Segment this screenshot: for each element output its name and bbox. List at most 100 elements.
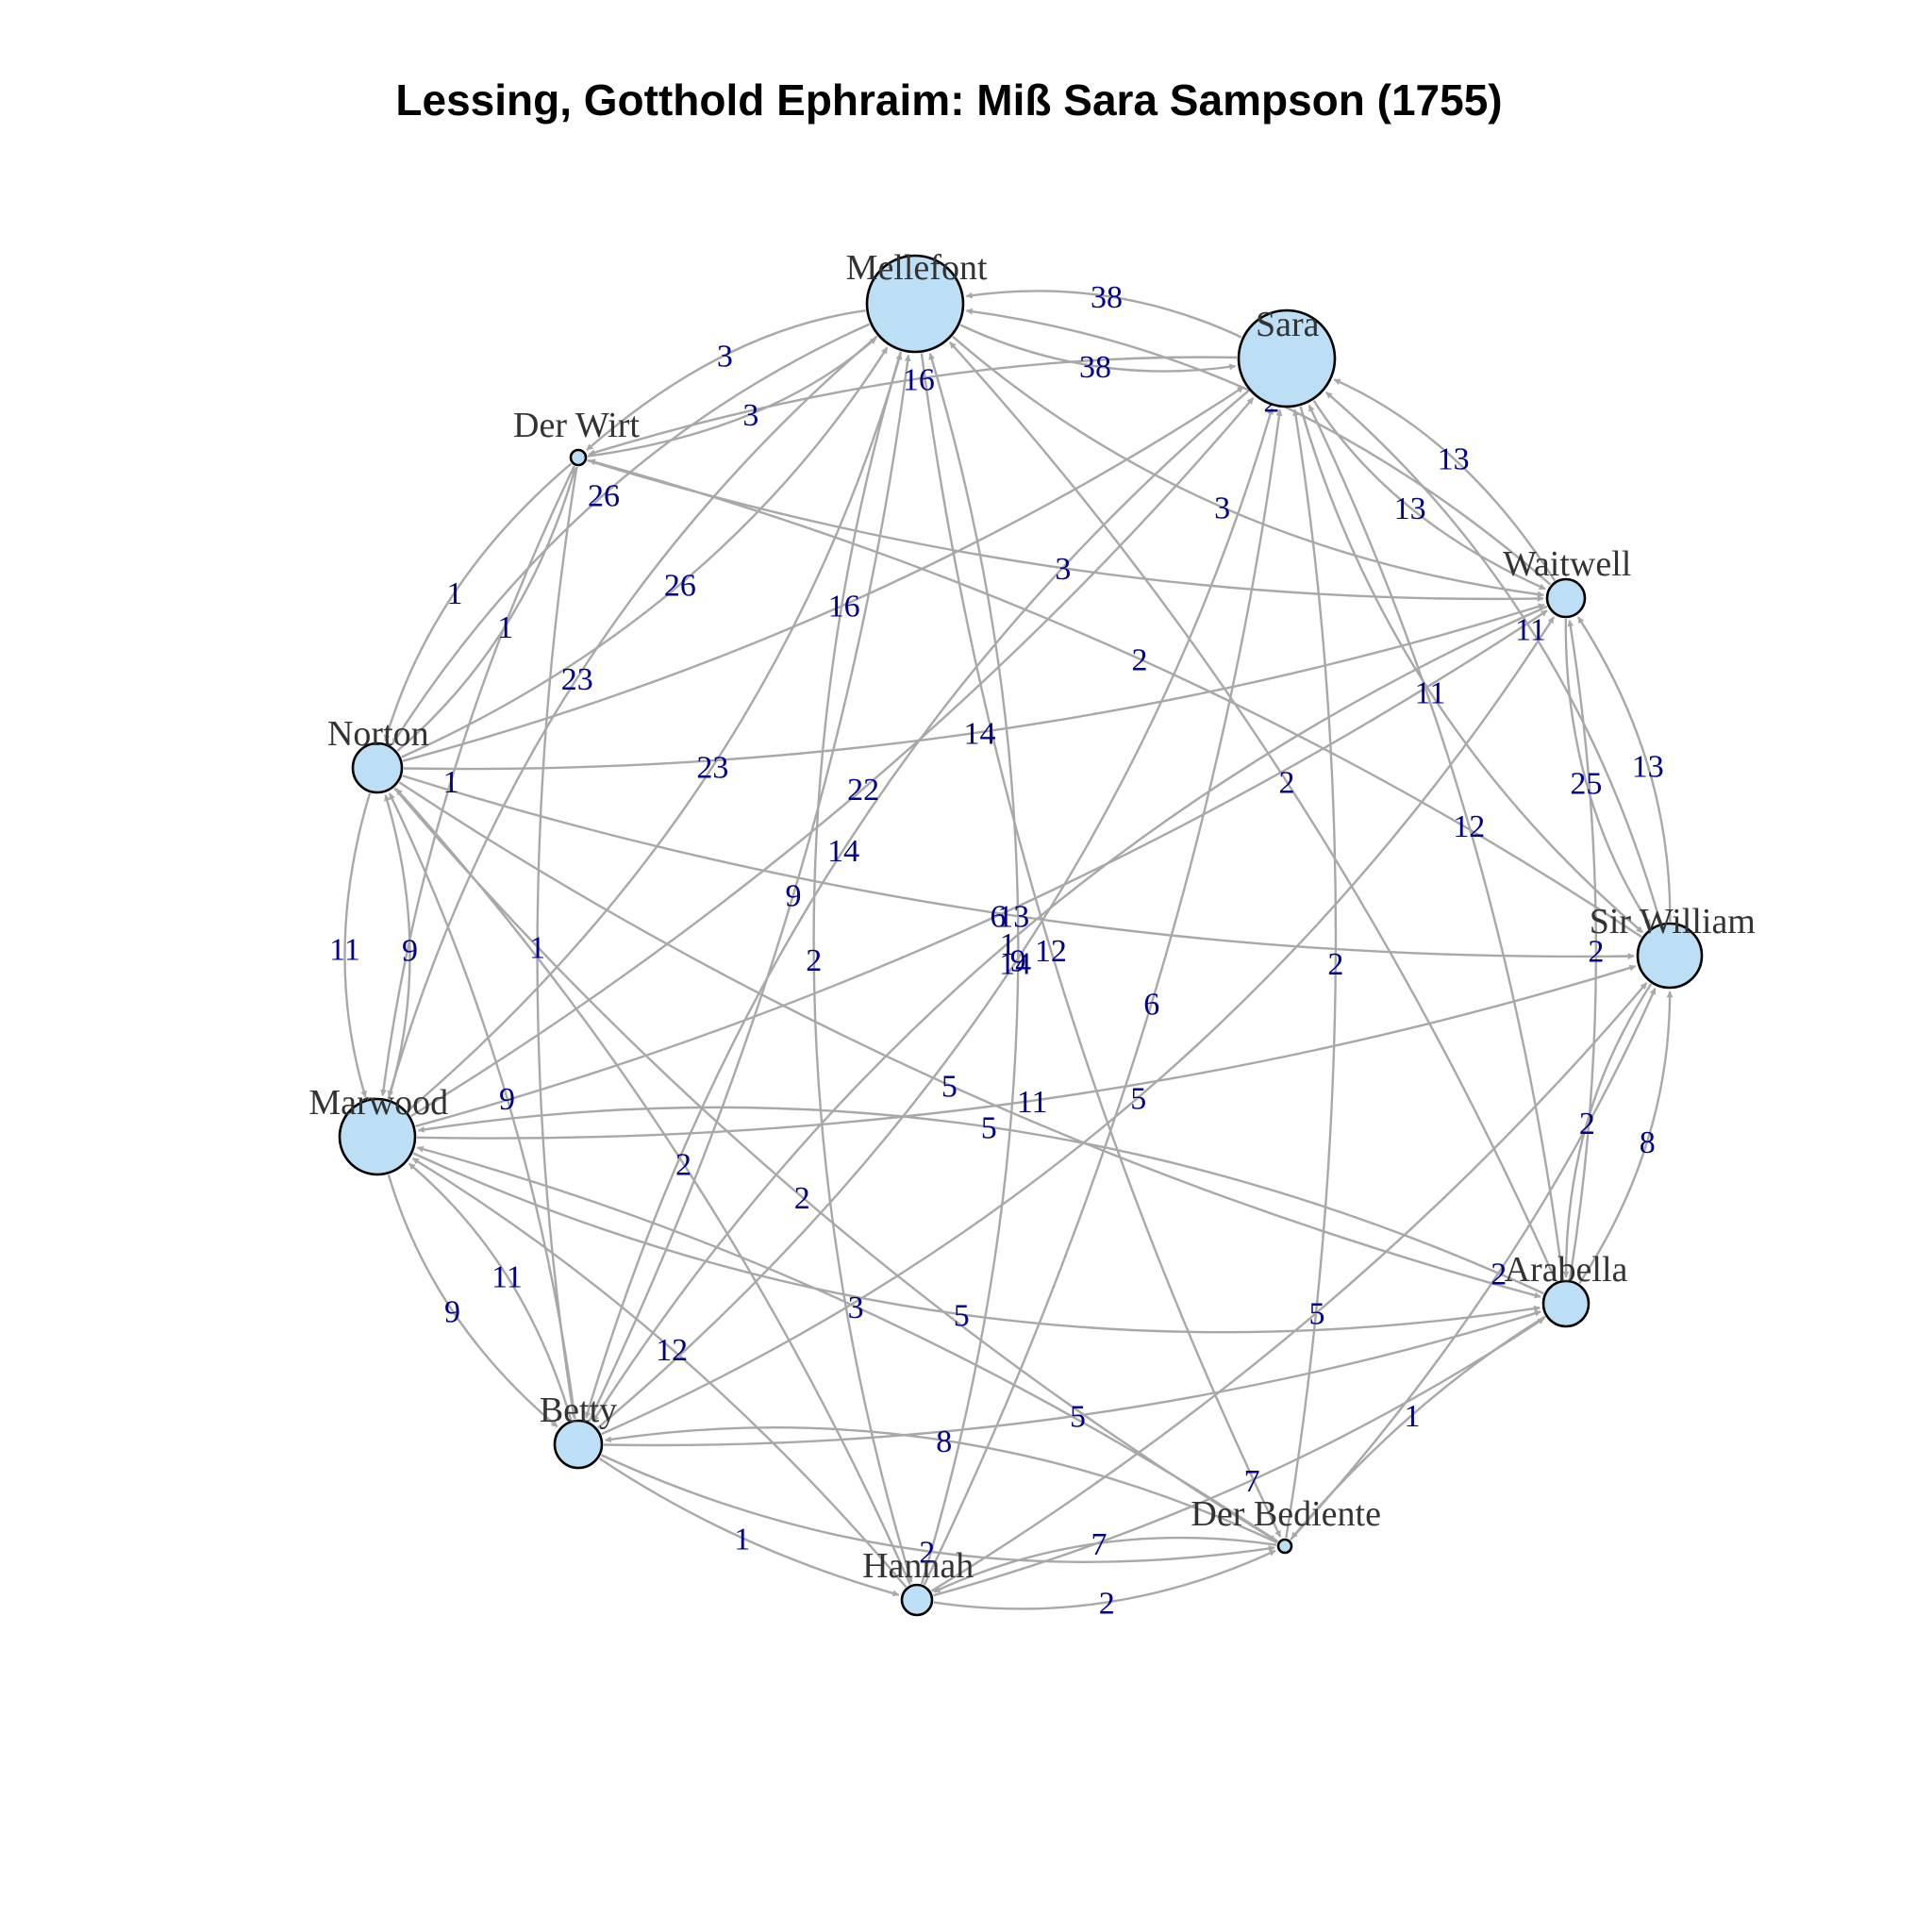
node-der-bediente	[1276, 1538, 1293, 1555]
edge-marwood-to-mellefont	[407, 353, 903, 1112]
node-der-wirt	[569, 448, 588, 467]
edge-weight-label: 14	[999, 947, 1031, 982]
edge-weight-label: 1	[447, 576, 463, 611]
edge-betty-to-waitwell	[601, 616, 1556, 1436]
edge-weight-label: 1	[497, 610, 513, 645]
edge-mellefont-to-waitwell	[952, 335, 1544, 598]
edge-labels-layer: 3838332626232332131316141416111125131191…	[329, 280, 1664, 1622]
node-labels-layer: Mellefont Sara Der Wirt Waitwell Norton Sir W…	[308, 248, 1756, 1586]
edge-weight-label: 13	[997, 900, 1029, 935]
edge-weight-label: 5	[1130, 1081, 1146, 1116]
edge-hannah-to-arabella	[933, 1317, 1545, 1597]
edge-weight-label: 3	[1214, 491, 1230, 526]
edge-weight-label: 2	[1491, 1257, 1507, 1291]
node-mellefont	[865, 254, 965, 354]
edge-betty-to-mellefont	[588, 354, 911, 1423]
nodes-layer	[338, 254, 1704, 1617]
edge-weight-label: 25	[1570, 766, 1602, 801]
edge-sara-to-betty	[584, 390, 1250, 1419]
edge-norton-to-waitwell	[403, 603, 1545, 771]
edge-weight-label: 11	[491, 1260, 523, 1295]
edge-weight-label: 9	[402, 934, 418, 969]
edge-sir-william-to-der-wirt	[588, 458, 1642, 939]
edge-mellefont-to-norton	[391, 323, 871, 745]
edge-weight-label: 5	[941, 1069, 958, 1104]
edge-der-wirt-to-norton	[383, 462, 573, 741]
edge-norton-to-marwood	[343, 792, 372, 1098]
edge-weight-label: 13	[1394, 491, 1426, 526]
node-label-sir-william: Sir William	[1590, 902, 1756, 941]
edge-weight-label: 9	[499, 1082, 515, 1117]
edge-weight-label: 11	[1415, 676, 1446, 711]
edge-weight-label: 9	[786, 878, 802, 913]
edge-mellefont-to-marwood	[387, 335, 878, 1098]
edge-weight-label: 5	[1309, 1296, 1325, 1331]
node-sara	[1237, 308, 1337, 408]
edge-hannah-to-sara	[923, 408, 1283, 1586]
node-label-der-bediente: Der Bediente	[1191, 1494, 1381, 1534]
node-label-hannah: Hannah	[862, 1546, 974, 1586]
edge-waitwell-to-sir-william	[1564, 618, 1652, 926]
edge-weight-label: 38	[1079, 350, 1111, 385]
edge-weight-label: 13	[1438, 442, 1470, 477]
edge-weight-label: 2	[1588, 935, 1604, 970]
edge-sir-william-to-arabella	[1562, 983, 1653, 1278]
edge-weight-label: 16	[903, 362, 935, 397]
edge-weight-label: 1	[734, 1522, 750, 1557]
edge-weight-label: 8	[936, 1424, 952, 1459]
edge-marwood-to-arabella	[412, 1152, 1541, 1334]
node-label-norton: Norton	[327, 714, 429, 754]
edge-der-bediente-to-marwood	[416, 1145, 1279, 1543]
edge-weight-label: 3	[1055, 552, 1071, 587]
edge-der-wirt-to-waitwell	[587, 458, 1544, 603]
edge-weight-label: 22	[847, 773, 879, 808]
edge-weight-label: 26	[664, 569, 696, 604]
edge-arabella-to-mellefont	[949, 341, 1557, 1282]
edge-weight-label: 16	[828, 589, 860, 624]
edge-weight-label: 6	[991, 899, 1007, 934]
edge-weight-label: 38	[1091, 280, 1123, 315]
edge-weight-label: 23	[561, 662, 593, 697]
node-betty	[553, 1419, 604, 1470]
edge-arabella-to-sara	[1307, 404, 1564, 1280]
node-label-mellefont: Mellefont	[846, 248, 988, 288]
edge-weight-label: 12	[1453, 809, 1485, 844]
node-norton	[351, 741, 404, 794]
edge-sir-william-to-waitwell	[1576, 616, 1672, 923]
edge-betty-to-sara	[596, 408, 1274, 1429]
edge-weight-label: 2	[1132, 643, 1148, 678]
edge-sara-to-sir-william	[1299, 406, 1643, 934]
edge-weight-label: 7	[1244, 1464, 1260, 1499]
edges-layer	[343, 290, 1674, 1610]
edge-weight-label: 3	[717, 340, 733, 375]
node-label-sara: Sara	[1256, 305, 1320, 344]
edge-weight-label: 11	[329, 933, 360, 968]
edge-mellefont-to-der-bediente	[920, 353, 1282, 1538]
edge-weight-label: 2	[794, 1181, 810, 1216]
edge-weight-label: 7	[1091, 1527, 1108, 1562]
node-hannah	[900, 1583, 934, 1617]
edge-norton-to-mellefont	[401, 346, 889, 758]
edge-weight-label: 23	[696, 751, 728, 786]
edge-weight-label: 2	[806, 943, 822, 978]
edge-marwood-to-betty	[387, 1174, 558, 1428]
edge-weight-label: 2	[1327, 947, 1343, 982]
edge-weight-label: 1	[1000, 927, 1016, 962]
edge-weight-label: 2	[1099, 1587, 1115, 1622]
node-waitwell	[1545, 577, 1587, 619]
edge-weight-label: 5	[954, 1298, 970, 1333]
edge-weight-label: 9	[444, 1294, 460, 1329]
chart-title: Lessing, Gotthold Ephraim: Miß Sara Samp…	[395, 75, 1502, 125]
edge-norton-to-sara	[402, 386, 1244, 762]
edge-betty-to-arabella	[603, 1309, 1541, 1447]
edge-hannah-to-norton	[395, 788, 911, 1585]
edge-weight-label: 8	[1640, 1125, 1656, 1160]
edge-weight-label: 13	[1632, 749, 1664, 784]
edge-hannah-to-sir-william	[930, 982, 1648, 1592]
edge-weight-label: 12	[1035, 934, 1067, 969]
node-label-waitwell: Waitwell	[1503, 544, 1631, 584]
edge-mellefont-to-hannah	[812, 351, 913, 1583]
edge-weight-label: 11	[1017, 1085, 1048, 1120]
edge-sara-to-der-wirt	[588, 356, 1238, 456]
